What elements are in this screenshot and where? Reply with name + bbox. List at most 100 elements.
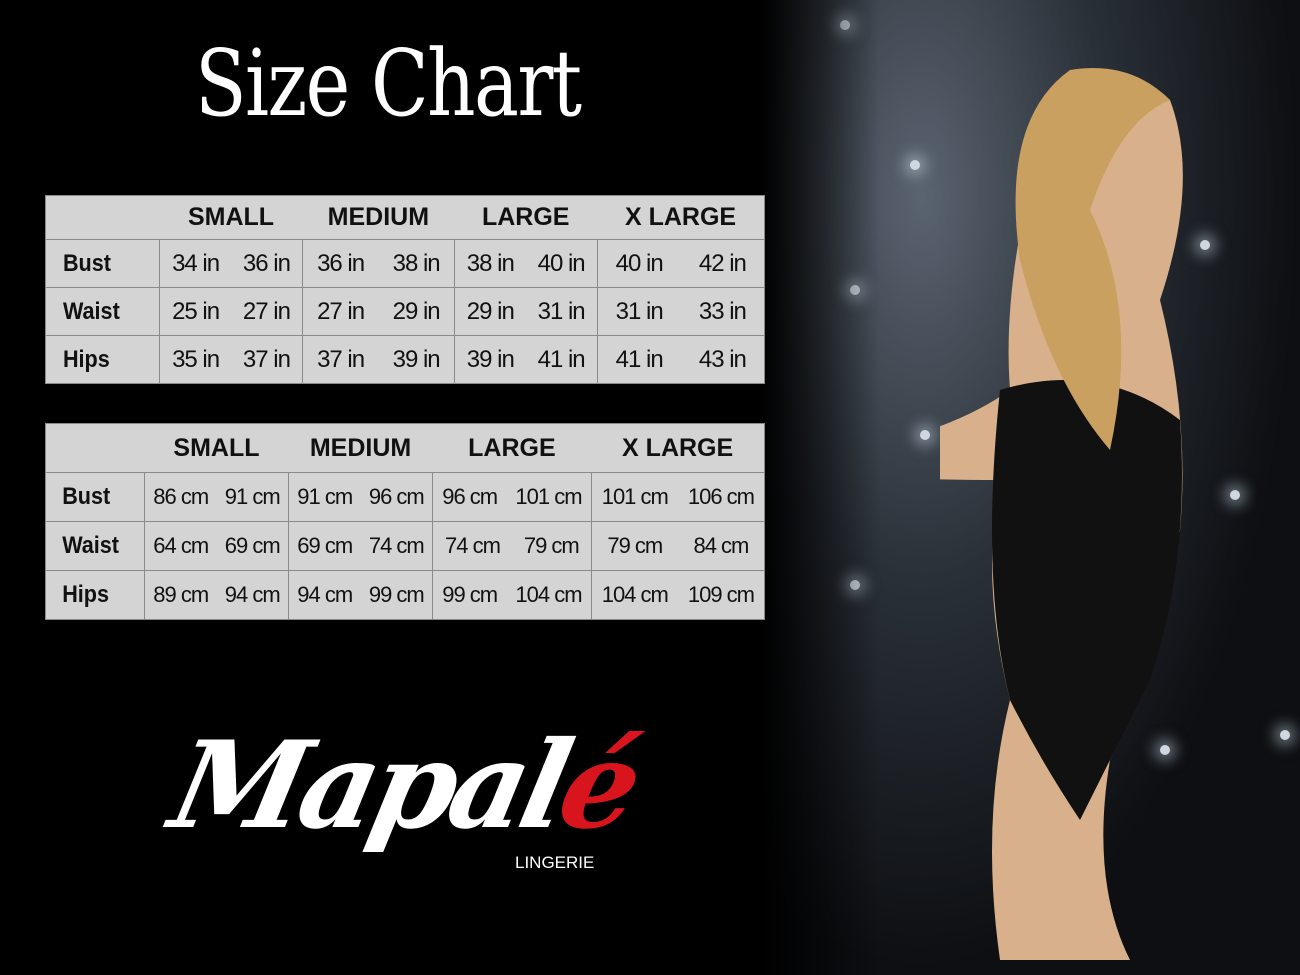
max-value: 74 cm <box>368 533 425 558</box>
measurement-label: Bust <box>49 472 140 522</box>
size-range-cell: 91 cm 96 cm <box>287 472 434 522</box>
min-value: 99 cm <box>442 582 498 607</box>
min-value: 94 cm <box>297 582 353 607</box>
size-header: MEDIUM <box>288 423 433 473</box>
measurement-label: Hips <box>49 570 140 620</box>
max-value: 99 cm <box>368 582 425 607</box>
size-range-cell: 34 in 36 in <box>159 239 303 288</box>
size-range-cell: 39 in 41 in <box>453 335 598 384</box>
brand-logo: Mapalé LINGERIE <box>160 715 648 872</box>
size-range-cell: 29 in 31 in <box>453 287 598 336</box>
size-header: SMALL <box>159 195 303 240</box>
size-range-cell: 38 in 40 in <box>453 239 598 288</box>
max-value: 29 in <box>392 297 441 325</box>
logo-main: Mapal <box>160 715 578 856</box>
size-range-cell: 101 cm 106 cm <box>590 472 766 522</box>
header-row: SMALL MEDIUM LARGE X LARGE <box>45 423 766 473</box>
size-header: X LARGE <box>597 195 766 240</box>
table-row: Hips 35 in 37 in 37 in 39 in 39 in 41 in 41 in 4… <box>46 335 766 384</box>
min-value: 69 cm <box>297 533 353 558</box>
max-value: 36 in <box>242 249 291 277</box>
min-value: 27 in <box>317 297 365 325</box>
min-value: 96 cm <box>442 484 498 509</box>
size-header: LARGE <box>454 195 598 240</box>
max-value: 101 cm <box>515 484 582 509</box>
min-value: 38 in <box>466 249 515 277</box>
size-range-cell: 64 cm 69 cm <box>143 521 290 571</box>
min-value: 86 cm <box>153 484 209 509</box>
measurement-label: Waist <box>50 287 155 336</box>
size-range-cell: 94 cm 99 cm <box>287 570 434 620</box>
max-value: 27 in <box>242 297 291 325</box>
max-value: 69 cm <box>224 533 281 558</box>
max-value: 94 cm <box>224 582 281 607</box>
size-range-cell: 99 cm 104 cm <box>432 570 592 620</box>
min-value: 89 cm <box>153 582 209 607</box>
table-row: Bust 34 in 36 in 36 in 38 in 38 in 40 in 40 in 4… <box>46 239 766 288</box>
size-range-cell: 79 cm 84 cm <box>590 521 766 571</box>
max-value: 38 in <box>392 249 441 277</box>
table-row: Waist 64 cm 69 cm 69 cm 74 cm 74 cm 79 cm 79 cm… <box>46 521 766 571</box>
table-row: Bust 86 cm 91 cm 91 cm 96 cm 96 cm 101 cm 101 c… <box>46 472 766 522</box>
max-value: 43 in <box>698 345 747 373</box>
page-title: Size Chart <box>195 30 582 137</box>
max-value: 106 cm <box>687 484 755 509</box>
min-value: 29 in <box>466 297 515 325</box>
min-value: 37 in <box>317 345 365 373</box>
min-value: 91 cm <box>297 484 353 509</box>
model-photo <box>760 0 1300 975</box>
min-value: 64 cm <box>153 533 209 558</box>
size-header: SMALL <box>144 423 289 473</box>
min-value: 79 cm <box>607 533 663 558</box>
size-table-inches: SMALL MEDIUM LARGE X LARGE Bust 34 in 36 in 36 … <box>44 195 766 384</box>
size-range-cell: 104 cm 109 cm <box>590 570 766 620</box>
min-value: 74 cm <box>445 533 501 558</box>
table-row: Hips 89 cm 94 cm 94 cm 99 cm 99 cm 104 cm 104 c… <box>46 570 766 620</box>
min-value: 31 in <box>615 297 664 325</box>
size-range-cell: 37 in 39 in <box>301 335 455 384</box>
min-value: 40 in <box>615 249 664 277</box>
min-value: 25 in <box>172 297 220 325</box>
min-value: 34 in <box>172 249 220 277</box>
max-value: 79 cm <box>523 533 580 558</box>
max-value: 40 in <box>537 249 586 277</box>
size-range-cell: 27 in 29 in <box>301 287 455 336</box>
max-value: 33 in <box>698 297 747 325</box>
size-range-cell: 86 cm 91 cm <box>143 472 290 522</box>
min-value: 101 cm <box>601 484 669 509</box>
size-range-cell: 89 cm 94 cm <box>143 570 290 620</box>
size-range-cell: 41 in 43 in <box>596 335 766 384</box>
size-range-cell: 96 cm 101 cm <box>432 472 592 522</box>
size-range-cell: 25 in 27 in <box>159 287 303 336</box>
measurement-label: Hips <box>50 335 155 384</box>
max-value: 84 cm <box>693 533 749 558</box>
logo-subtitle: LINGERIE <box>515 853 595 872</box>
size-range-cell: 31 in 33 in <box>596 287 766 336</box>
min-value: 104 cm <box>601 582 669 607</box>
size-header: X LARGE <box>591 423 766 473</box>
corner-cell <box>45 423 145 473</box>
max-value: 39 in <box>392 345 441 373</box>
size-range-cell: 69 cm 74 cm <box>287 521 434 571</box>
size-range-cell: 40 in 42 in <box>596 239 766 288</box>
measurement-label: Waist <box>49 521 140 571</box>
measurement-label: Bust <box>50 239 155 288</box>
size-header: LARGE <box>432 423 592 473</box>
max-value: 91 cm <box>224 484 281 509</box>
size-table-cm: SMALL MEDIUM LARGE X LARGE Bust 86 cm 91 cm 91 … <box>45 423 766 620</box>
max-value: 31 in <box>537 297 586 325</box>
max-value: 109 cm <box>687 582 755 607</box>
min-value: 36 in <box>317 249 365 277</box>
model-figure <box>940 68 1183 960</box>
max-value: 104 cm <box>515 582 582 607</box>
corner-cell <box>44 195 160 240</box>
header-row: SMALL MEDIUM LARGE X LARGE <box>44 195 766 240</box>
size-range-cell: 74 cm 79 cm <box>432 521 592 571</box>
max-value: 37 in <box>242 345 291 373</box>
max-value: 96 cm <box>368 484 425 509</box>
size-header: MEDIUM <box>302 195 455 240</box>
min-value: 41 in <box>615 345 664 373</box>
size-range-cell: 35 in 37 in <box>159 335 303 384</box>
min-value: 39 in <box>466 345 515 373</box>
min-value: 35 in <box>172 345 220 373</box>
